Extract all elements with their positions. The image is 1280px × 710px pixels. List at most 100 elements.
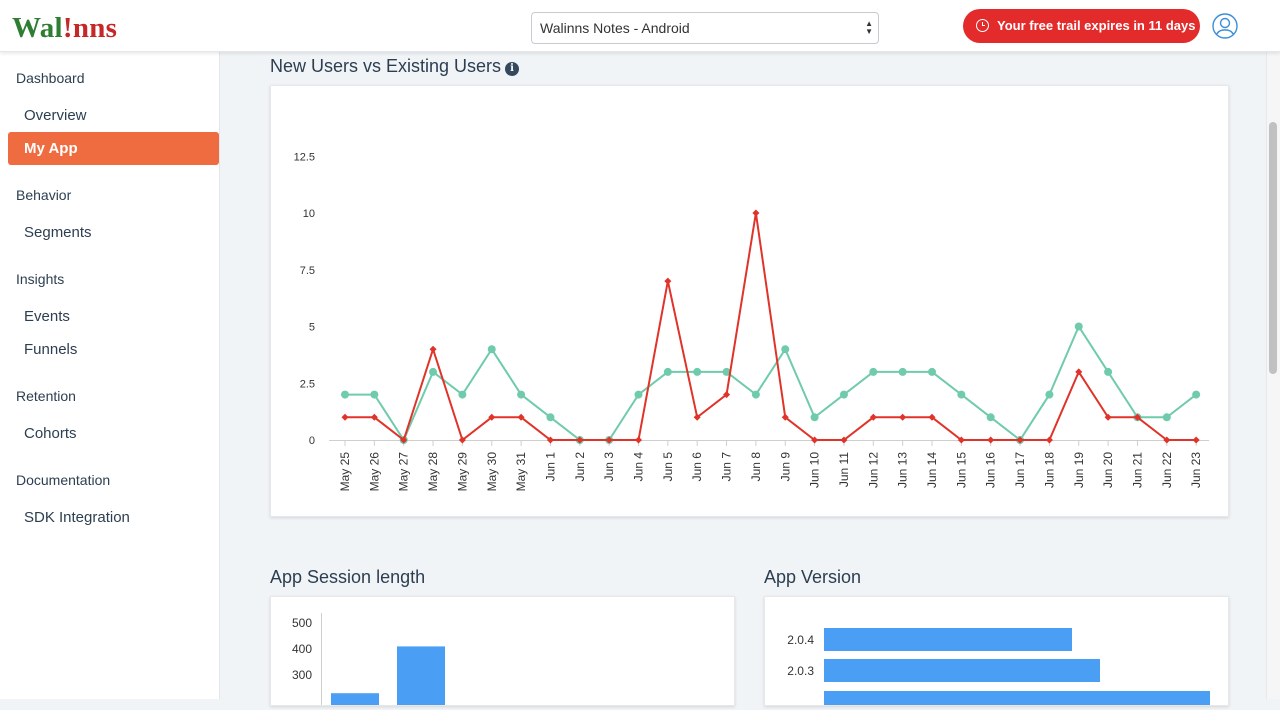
session-chart-title: App Session length <box>270 567 426 587</box>
series-existing-users-point <box>957 436 965 444</box>
x-tick-label: Jun 9 <box>778 452 792 482</box>
sidebar-item-my-app[interactable]: My App <box>8 132 219 165</box>
y-tick-label: 12.5 <box>294 151 315 163</box>
x-tick-label: Jun 10 <box>808 452 822 488</box>
series-new-users-point <box>693 367 702 376</box>
x-tick-label: Jun 4 <box>632 452 646 482</box>
y-tick-label: 2.5 <box>300 378 315 390</box>
series-existing-users-point <box>752 209 760 217</box>
series-new-users-point <box>458 390 467 399</box>
y-tick-label: 300 <box>292 668 312 682</box>
series-new-users-point <box>839 390 848 399</box>
sidebar-section-documentation: Documentation <box>16 472 111 488</box>
x-tick-label: Jun 20 <box>1101 452 1115 488</box>
version-category-label: 2.0.3 <box>787 664 814 678</box>
app-select[interactable]: Walinns Notes - Android ▲ ▼ <box>531 12 879 44</box>
users-chart-title-text: New Users vs Existing Users <box>270 56 502 76</box>
x-tick-label: Jun 21 <box>1130 452 1144 488</box>
series-existing-users-point <box>899 413 907 421</box>
series-new-users-point <box>517 390 526 399</box>
series-existing-users-point <box>1104 413 1112 421</box>
series-new-users-point <box>810 413 819 422</box>
sidebar-item-segments[interactable]: Segments <box>24 224 92 241</box>
session-chart-card: 500 400 300 <box>270 596 735 706</box>
sidebar-item-overview[interactable]: Overview <box>24 107 87 124</box>
info-icon[interactable]: i <box>505 62 520 76</box>
sidebar-section-dashboard: Dashboard <box>16 70 85 86</box>
x-tick-label: Jun 17 <box>1013 452 1027 488</box>
session-bar-chart: 500 400 300 <box>292 613 445 705</box>
x-tick-label: Jun 11 <box>837 452 851 487</box>
series-existing-users-point <box>1192 436 1200 444</box>
series-existing-users-point <box>1016 436 1024 444</box>
x-tick-label: Jun 5 <box>661 452 675 482</box>
series-new-users-point <box>1074 322 1083 331</box>
x-tick-label: May 27 <box>397 452 411 492</box>
logo-text-mid: ! <box>62 12 73 44</box>
sidebar: Dashboard Overview My App Behavior Segme… <box>0 52 220 699</box>
session-bar <box>331 693 379 705</box>
series-existing-users-point <box>400 436 408 444</box>
version-bar <box>824 628 1072 651</box>
series-existing-users-point <box>576 436 584 444</box>
y-tick-label: 10 <box>303 208 315 220</box>
series-new-users-point <box>1192 390 1201 399</box>
trial-expiry-badge[interactable]: Your free trail expires in 11 days <box>963 9 1200 43</box>
sidebar-section-behavior: Behavior <box>16 187 72 203</box>
y-tick-label: 0 <box>309 435 315 447</box>
series-new-users-point <box>957 390 966 399</box>
version-bar <box>824 691 1210 710</box>
series-new-users-point <box>898 367 907 376</box>
x-tick-label: May 29 <box>455 452 469 492</box>
logo-text-right: nns <box>72 12 118 44</box>
x-tick-label: May 25 <box>338 452 352 492</box>
session-bar <box>397 646 445 705</box>
y-tick-label: 7.5 <box>300 265 315 277</box>
users-chart-card: 0 2.5 5 7.5 10 12.5 May 25 May 26 May 27 May 28 Ma… <box>270 85 1229 517</box>
x-tick-label: May 30 <box>485 452 499 492</box>
logo-text-left: Wal <box>12 12 63 44</box>
series-new-users-point <box>370 390 379 399</box>
series-existing-users-point <box>781 413 789 421</box>
series-new-users-point <box>1104 367 1113 376</box>
series-new-users-point <box>663 367 672 376</box>
x-tick-label: Jun 13 <box>896 452 910 488</box>
series-new-users-point <box>986 413 995 422</box>
series-existing-users-point <box>1133 413 1141 421</box>
clock-icon <box>976 19 989 32</box>
sidebar-item-sdk-integration[interactable]: SDK Integration <box>24 509 130 526</box>
select-arrows-icon: ▲ ▼ <box>865 19 873 36</box>
series-existing-users-point <box>811 436 819 444</box>
x-tick-label: Jun 7 <box>720 452 734 482</box>
scrollbar-thumb[interactable] <box>1269 122 1277 374</box>
version-chart-title: App Version <box>764 567 862 587</box>
sidebar-item-funnels[interactable]: Funnels <box>24 341 78 358</box>
x-tick-label: May 26 <box>367 452 381 492</box>
sidebar-item-events[interactable]: Events <box>24 308 70 325</box>
series-existing-users-point <box>370 413 378 421</box>
sidebar-section-retention: Retention <box>16 388 76 404</box>
series-new-users-point <box>634 390 643 399</box>
version-bar-chart: 2.0.4 2.0.3 <box>787 628 1210 710</box>
x-tick-label: Jun 1 <box>543 452 557 482</box>
users-chart-title: New Users vs Existing Users i <box>270 56 520 77</box>
series-new-users-point <box>429 367 438 376</box>
series-new-users-point <box>751 390 760 399</box>
series-new-users-point <box>1045 390 1054 399</box>
series-existing-users-point <box>488 413 496 421</box>
series-new-users-point <box>487 345 496 354</box>
sidebar-section-insights: Insights <box>16 271 65 287</box>
walinns-logo[interactable]: Wal!nns <box>12 12 117 45</box>
series-existing-users-point <box>869 413 877 421</box>
series-existing-users-point <box>546 436 554 444</box>
x-tick-label: Jun 6 <box>690 452 704 482</box>
page-scrollbar[interactable] <box>1266 52 1280 699</box>
series-existing-users-point <box>693 413 701 421</box>
user-icon[interactable] <box>1212 13 1238 39</box>
series-new-users-point <box>928 367 936 376</box>
sidebar-item-cohorts[interactable]: Cohorts <box>24 425 77 442</box>
y-tick-label: 5 <box>309 322 315 334</box>
series-existing-users-point <box>458 436 466 444</box>
users-line-chart: 0 2.5 5 7.5 10 12.5 May 25 May 26 May 27 May 28 Ma… <box>294 151 1209 492</box>
series-existing-users-point <box>341 413 349 421</box>
